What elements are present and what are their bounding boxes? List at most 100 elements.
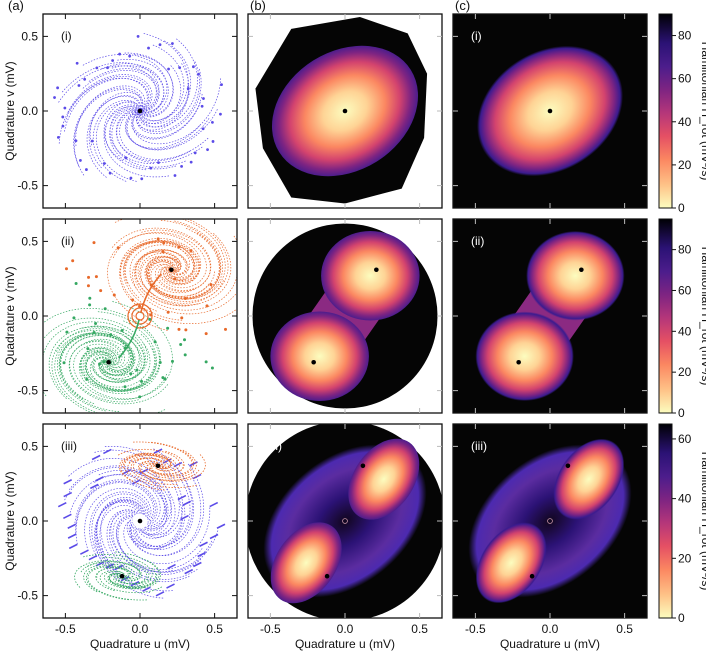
flow-start bbox=[99, 289, 103, 293]
flow-start bbox=[64, 267, 68, 271]
flow-line-orange bbox=[146, 232, 221, 299]
flow-start bbox=[211, 140, 215, 143]
flow-start bbox=[103, 448, 112, 455]
flow-line-green bbox=[70, 335, 135, 377]
fixed-point bbox=[311, 359, 316, 365]
flow-field bbox=[43, 219, 237, 413]
flow-start bbox=[89, 483, 99, 490]
heatmap bbox=[248, 219, 442, 413]
flow-line bbox=[117, 517, 219, 573]
colorbar-tick-label: 60 bbox=[678, 72, 692, 86]
flow-line-orange bbox=[112, 231, 207, 289]
flow-start bbox=[129, 372, 133, 376]
flow-line bbox=[132, 93, 203, 139]
flow-start bbox=[171, 42, 174, 45]
flow-start bbox=[183, 297, 187, 301]
flow-line-green bbox=[83, 553, 153, 585]
flow-line-green bbox=[78, 301, 173, 400]
flow-line-green bbox=[51, 330, 134, 413]
flow-start bbox=[182, 500, 192, 506]
flow-line-green bbox=[85, 565, 131, 601]
flow-start bbox=[138, 304, 142, 308]
y-tick-label: 0.5 bbox=[21, 439, 38, 453]
flow-line bbox=[103, 101, 141, 161]
flow-start bbox=[201, 127, 205, 131]
flow-start bbox=[193, 151, 197, 155]
flow-line bbox=[94, 449, 180, 536]
fixed-point bbox=[137, 108, 143, 114]
flow-start bbox=[163, 377, 167, 381]
flow-line-green bbox=[80, 561, 141, 581]
x-axis-label: Quadrature u (mV) bbox=[295, 637, 395, 651]
flow-line bbox=[134, 479, 168, 535]
colorbar-tick-label: 40 bbox=[678, 492, 692, 506]
flow-line-green bbox=[79, 347, 161, 394]
saddle-point bbox=[547, 518, 553, 524]
flow-line-orange bbox=[123, 454, 171, 474]
flow-line bbox=[124, 468, 172, 536]
flow-line bbox=[75, 85, 146, 147]
flow-line-orange bbox=[119, 453, 171, 482]
flow-start bbox=[75, 61, 79, 65]
flow-line-orange bbox=[129, 244, 194, 289]
flow-line-green bbox=[104, 570, 145, 590]
flow-line-green bbox=[108, 572, 152, 587]
flow-start bbox=[197, 72, 200, 76]
heatmap bbox=[453, 424, 647, 618]
panel-c-1: (i) bbox=[452, 13, 648, 209]
flow-line-green bbox=[68, 341, 169, 405]
flow-start bbox=[153, 340, 157, 344]
flow-start bbox=[80, 549, 89, 555]
flow-start bbox=[210, 366, 214, 370]
flow-start bbox=[56, 135, 60, 139]
colorbar-gradient bbox=[658, 423, 673, 619]
flow-start bbox=[68, 543, 78, 550]
flow-start bbox=[166, 583, 175, 589]
flow-start bbox=[192, 561, 202, 568]
flow-start bbox=[204, 332, 208, 336]
row-label: (ii) bbox=[471, 234, 484, 248]
x-tick-label: -0.5 bbox=[260, 622, 281, 636]
flow-start bbox=[108, 171, 112, 175]
flow-line bbox=[68, 458, 172, 530]
colorbar-label: Hamiltonian H_rot (mV²/s) bbox=[699, 452, 706, 591]
flow-start bbox=[167, 67, 170, 71]
flow-start bbox=[149, 166, 153, 170]
row-label: (i) bbox=[61, 29, 72, 43]
flow-start bbox=[209, 533, 219, 540]
flow-start bbox=[128, 54, 132, 58]
y-tick-label: 0.0 bbox=[21, 104, 38, 118]
flow-start bbox=[204, 360, 208, 364]
flow-start bbox=[61, 115, 65, 119]
flow-line bbox=[124, 52, 174, 117]
flow-start bbox=[85, 168, 88, 171]
flow-start bbox=[167, 563, 176, 570]
flow-line bbox=[139, 44, 185, 122]
fixed-point bbox=[529, 573, 535, 579]
flow-line-green bbox=[54, 332, 166, 413]
fixed-point bbox=[155, 463, 161, 469]
potential-well bbox=[475, 522, 547, 604]
colorbar-tick-label: 80 bbox=[678, 243, 692, 257]
y-tick-label: 0.0 bbox=[21, 514, 38, 528]
flow-field bbox=[57, 441, 226, 601]
flow-line bbox=[64, 75, 151, 123]
flow-line bbox=[111, 108, 186, 168]
column-label-b: (b) bbox=[250, 0, 266, 13]
x-tick-label: 0.0 bbox=[337, 622, 354, 636]
fixed-point bbox=[360, 463, 366, 469]
flow-line bbox=[100, 499, 146, 569]
panel-frame bbox=[42, 218, 238, 414]
colorbar-label: Hamiltonian H_rot (mV²/s) bbox=[699, 42, 706, 181]
flow-start bbox=[98, 362, 102, 366]
flow-start bbox=[129, 176, 133, 180]
flow-start bbox=[158, 361, 162, 365]
separatrix bbox=[118, 319, 140, 359]
flow-line-orange bbox=[123, 239, 200, 284]
flow-line bbox=[136, 68, 202, 134]
flow-line-orange bbox=[140, 233, 232, 306]
flow-line bbox=[96, 498, 144, 581]
flow-start bbox=[131, 479, 141, 485]
flow-line bbox=[75, 482, 155, 545]
x-tick-label: 0.5 bbox=[616, 622, 633, 636]
